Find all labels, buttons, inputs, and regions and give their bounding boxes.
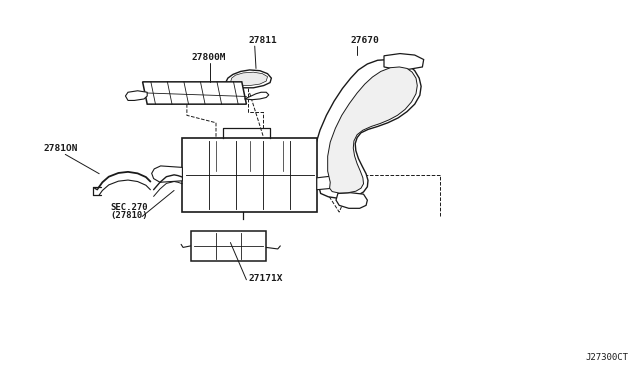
Text: 27171X: 27171X <box>248 274 283 283</box>
Polygon shape <box>143 82 246 104</box>
Polygon shape <box>384 54 424 69</box>
Polygon shape <box>182 138 317 212</box>
Text: J27300CT: J27300CT <box>586 353 628 362</box>
Text: 27670: 27670 <box>351 36 380 45</box>
Polygon shape <box>230 72 268 86</box>
Polygon shape <box>336 193 367 208</box>
Polygon shape <box>244 92 269 100</box>
Polygon shape <box>125 91 147 100</box>
Text: 27811: 27811 <box>248 36 277 45</box>
Polygon shape <box>225 70 271 88</box>
Text: 27800M: 27800M <box>192 54 227 62</box>
Polygon shape <box>328 67 417 193</box>
Polygon shape <box>191 231 266 261</box>
Text: (27810): (27810) <box>110 211 148 220</box>
Text: 2781ON: 2781ON <box>44 144 78 153</box>
Polygon shape <box>314 60 421 198</box>
Text: SEC.270: SEC.270 <box>110 203 148 212</box>
Polygon shape <box>317 176 335 190</box>
Polygon shape <box>346 106 371 130</box>
Polygon shape <box>152 166 182 182</box>
